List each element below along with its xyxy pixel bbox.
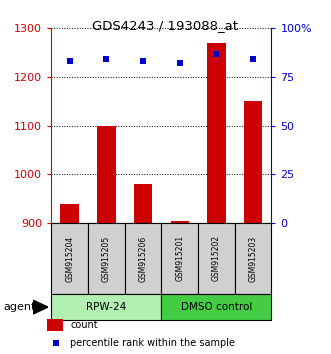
- Bar: [51, 223, 88, 294]
- Text: GSM915202: GSM915202: [212, 235, 221, 281]
- Text: percentile rank within the sample: percentile rank within the sample: [70, 338, 235, 348]
- Text: count: count: [70, 320, 98, 330]
- Bar: [51, 294, 161, 320]
- Point: [214, 51, 219, 56]
- Text: agent: agent: [3, 302, 36, 312]
- Bar: [97, 126, 116, 223]
- Bar: [161, 294, 271, 320]
- Bar: [161, 223, 198, 294]
- Text: DMSO control: DMSO control: [181, 302, 252, 312]
- Text: GSM915206: GSM915206: [138, 235, 148, 281]
- Bar: [207, 43, 225, 223]
- Text: GSM915203: GSM915203: [249, 235, 258, 281]
- Bar: [125, 223, 161, 294]
- Point: [67, 58, 72, 64]
- Point: [251, 57, 256, 62]
- Text: GSM915204: GSM915204: [65, 235, 74, 281]
- Point: [177, 61, 182, 66]
- Bar: [61, 204, 79, 223]
- Text: GSM915205: GSM915205: [102, 235, 111, 281]
- Polygon shape: [33, 300, 48, 314]
- Bar: [88, 223, 125, 294]
- Text: RPW-24: RPW-24: [86, 302, 126, 312]
- Text: GSM915201: GSM915201: [175, 235, 184, 281]
- Point: [140, 58, 146, 64]
- Point: [53, 340, 59, 346]
- Bar: [244, 101, 262, 223]
- Bar: [235, 223, 271, 294]
- Text: GDS4243 / 193088_at: GDS4243 / 193088_at: [92, 19, 239, 33]
- Bar: [198, 223, 235, 294]
- Bar: [170, 221, 189, 223]
- Bar: [134, 184, 152, 223]
- Point: [104, 57, 109, 62]
- Bar: [48, 319, 63, 331]
